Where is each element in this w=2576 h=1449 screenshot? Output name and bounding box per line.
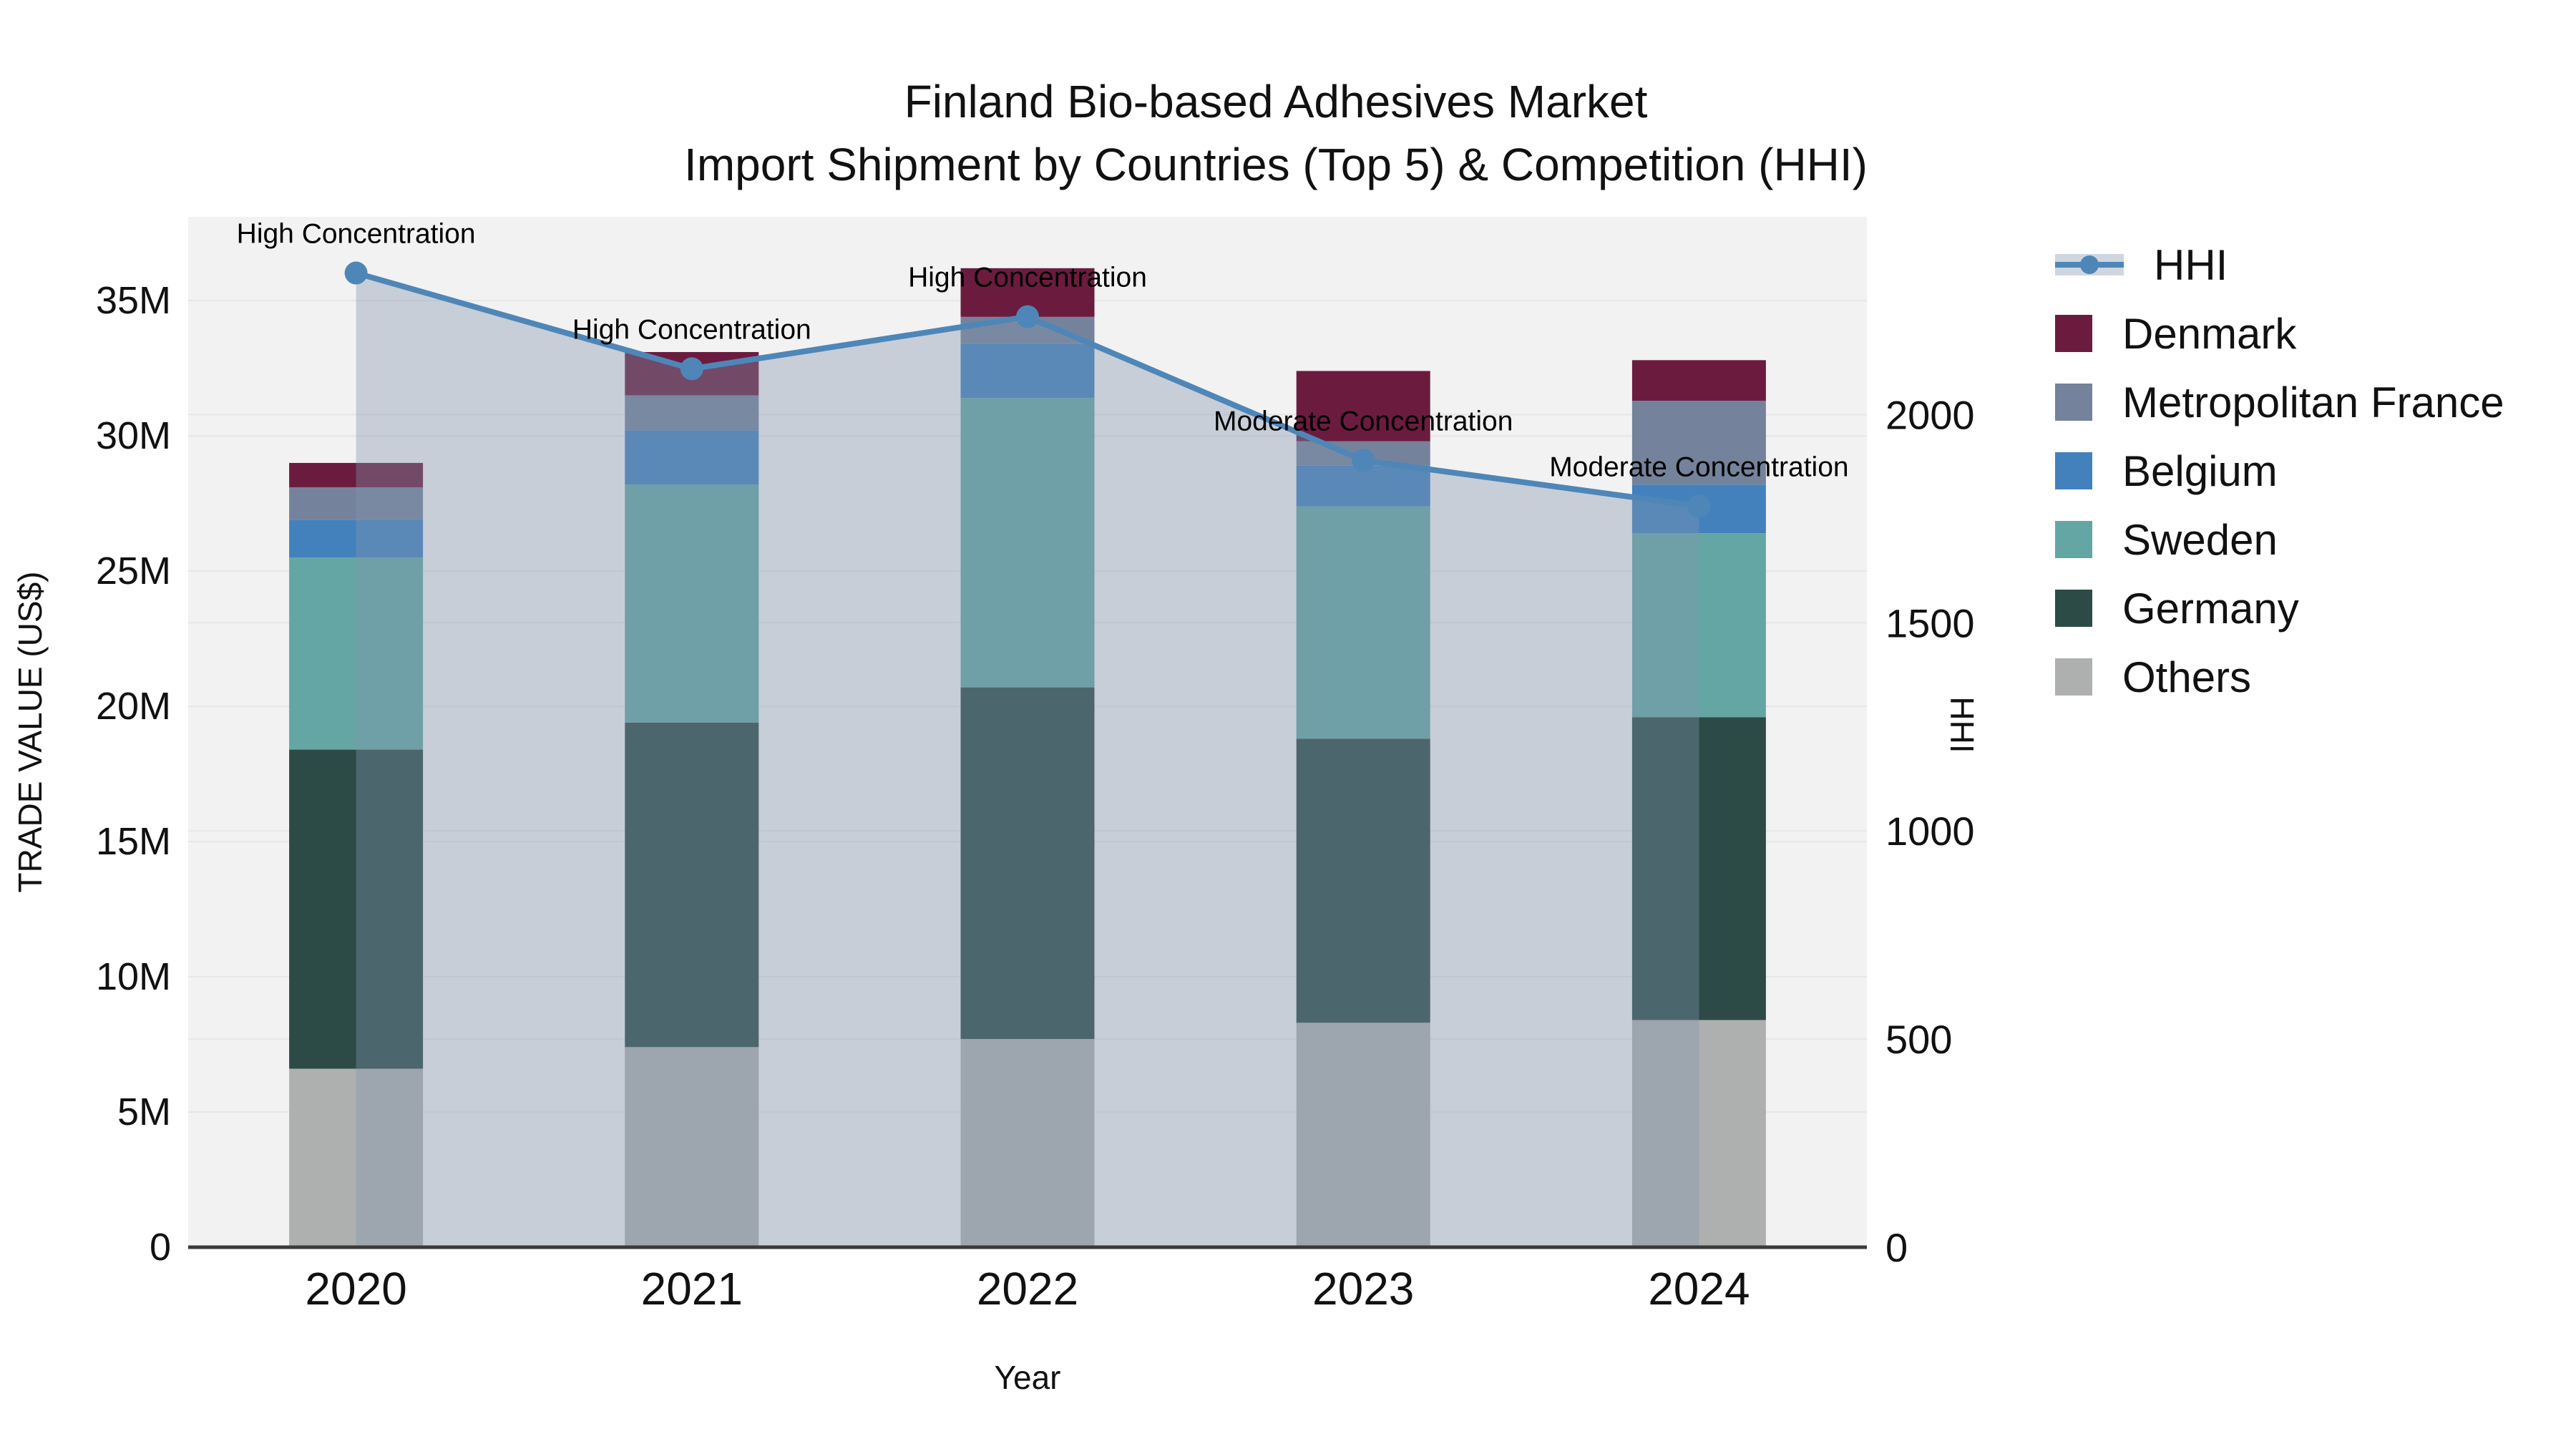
legend-label: Germany: [2122, 584, 2299, 633]
hhi-marker-2023: [1352, 449, 1375, 472]
legend-item-sweden: Sweden: [2055, 505, 2504, 574]
legend-item-belgium: Belgium: [2055, 436, 2504, 505]
legend-item-hhi: HHI: [2055, 230, 2504, 299]
bar-segment-belgium-2022: [960, 343, 1095, 399]
bar-segment-germany-2024: [1631, 717, 1766, 1020]
y-tick-35M: 35M: [96, 279, 171, 322]
legend-swatch-belgium: [2055, 452, 2092, 489]
y-tick-30M: 30M: [96, 414, 171, 457]
bar-segment-metropolitan-france-2021: [625, 395, 759, 431]
legend-label: Sweden: [2122, 515, 2278, 564]
bar-segment-germany-2021: [625, 722, 759, 1048]
hhi-marker-2022: [1016, 305, 1039, 328]
bar-segment-belgium-2020: [289, 519, 424, 558]
bar-segment-others-2022: [960, 1038, 1095, 1247]
hhi-area-fill: [356, 273, 1699, 1248]
legend-label: Metropolitan France: [2122, 378, 2504, 426]
legend-swatch-germany: [2055, 590, 2092, 627]
x-tick-2024: 2024: [1648, 1263, 1750, 1314]
stacked-bars: [289, 268, 1766, 1247]
bar-segment-denmark-2023: [1296, 371, 1430, 441]
legend-label: Others: [2122, 653, 2252, 701]
chart-title-line1: Finland Bio-based Adhesives Market: [904, 76, 1648, 127]
legend-label: HHI: [2154, 240, 2228, 289]
bar-segment-denmark-2024: [1631, 360, 1766, 401]
bar-segment-others-2023: [1296, 1023, 1430, 1247]
x-axis-title: Year: [994, 1359, 1061, 1396]
legend-item-others: Others: [2055, 643, 2504, 711]
hhi-marker-2021: [680, 357, 703, 381]
y2-axis-title: HHI: [1943, 696, 1981, 753]
legend-swatch-sweden: [2055, 521, 2092, 558]
bar-segment-sweden-2020: [289, 557, 424, 750]
x-tick-2021: 2021: [641, 1263, 743, 1314]
y2-tick-1500: 1500: [1885, 600, 1975, 645]
bar-segment-sweden-2022: [960, 398, 1095, 688]
annotation-2024: Moderate Concentration: [1549, 452, 1848, 482]
annotation-2023: Moderate Concentration: [1214, 406, 1513, 436]
y2-tick-500: 500: [1885, 1017, 1952, 1062]
legend-hhi-line-swatch: [2055, 254, 2124, 275]
chart-title: Finland Bio-based Adhesives Market Impor…: [203, 70, 2349, 196]
x-tick-2020: 2020: [305, 1263, 406, 1314]
annotation-2021: High Concentration: [572, 314, 811, 345]
y-tick-20M: 20M: [96, 685, 171, 728]
y2-tick-1000: 1000: [1885, 809, 1975, 854]
y-tick-25M: 25M: [96, 550, 171, 592]
x-tick-2023: 2023: [1312, 1263, 1414, 1314]
y-axis-title: TRADE VALUE (US$): [11, 571, 49, 893]
bar-segment-others-2024: [1631, 1020, 1766, 1247]
legend-item-metropolitan-france: Metropolitan France: [2055, 368, 2504, 436]
bar-segment-belgium-2021: [625, 430, 759, 485]
bar-segment-belgium-2023: [1296, 465, 1430, 507]
bar-segment-others-2020: [289, 1068, 424, 1247]
hhi-marker-2020: [344, 261, 368, 285]
bar-segment-germany-2020: [289, 749, 424, 1069]
bar-segment-others-2021: [625, 1047, 759, 1247]
legend: HHI Denmark Metropolitan France Belgium Swed…: [2055, 230, 2504, 711]
bar-segment-sweden-2021: [625, 484, 759, 723]
y2-tick-0: 0: [1885, 1225, 1908, 1270]
bar-segment-germany-2022: [960, 687, 1095, 1039]
y-tick-15M: 15M: [96, 820, 171, 863]
bar-segment-denmark-2020: [289, 462, 424, 487]
x-tick-2022: 2022: [977, 1263, 1078, 1314]
hhi-marker-2024: [1687, 494, 1711, 518]
legend-swatch-metropolitan-france: [2055, 384, 2092, 421]
legend-label: Denmark: [2122, 309, 2297, 358]
hhi-marker-icon: [2080, 255, 2099, 274]
bar-segment-germany-2023: [1296, 738, 1430, 1023]
annotation-2022: High Concentration: [908, 263, 1147, 293]
legend-swatch-others: [2055, 658, 2092, 696]
legend-item-germany: Germany: [2055, 574, 2504, 643]
chart-title-line2: Import Shipment by Countries (Top 5) & C…: [684, 139, 1868, 190]
y-tick-0: 0: [150, 1226, 171, 1269]
bar-segment-sweden-2024: [1631, 533, 1766, 718]
bar-segment-metropolitan-france-2024: [1631, 401, 1766, 485]
bar-segment-sweden-2023: [1296, 506, 1430, 739]
y-tick-5M: 5M: [117, 1091, 171, 1133]
y2-tick-2000: 2000: [1885, 392, 1975, 437]
legend-label: Belgium: [2122, 447, 2278, 495]
annotation-2020: High Concentration: [237, 219, 476, 250]
y-tick-10M: 10M: [96, 955, 171, 998]
bar-segment-metropolitan-france-2020: [289, 487, 424, 520]
legend-swatch-denmark: [2055, 315, 2092, 352]
legend-item-denmark: Denmark: [2055, 299, 2504, 368]
